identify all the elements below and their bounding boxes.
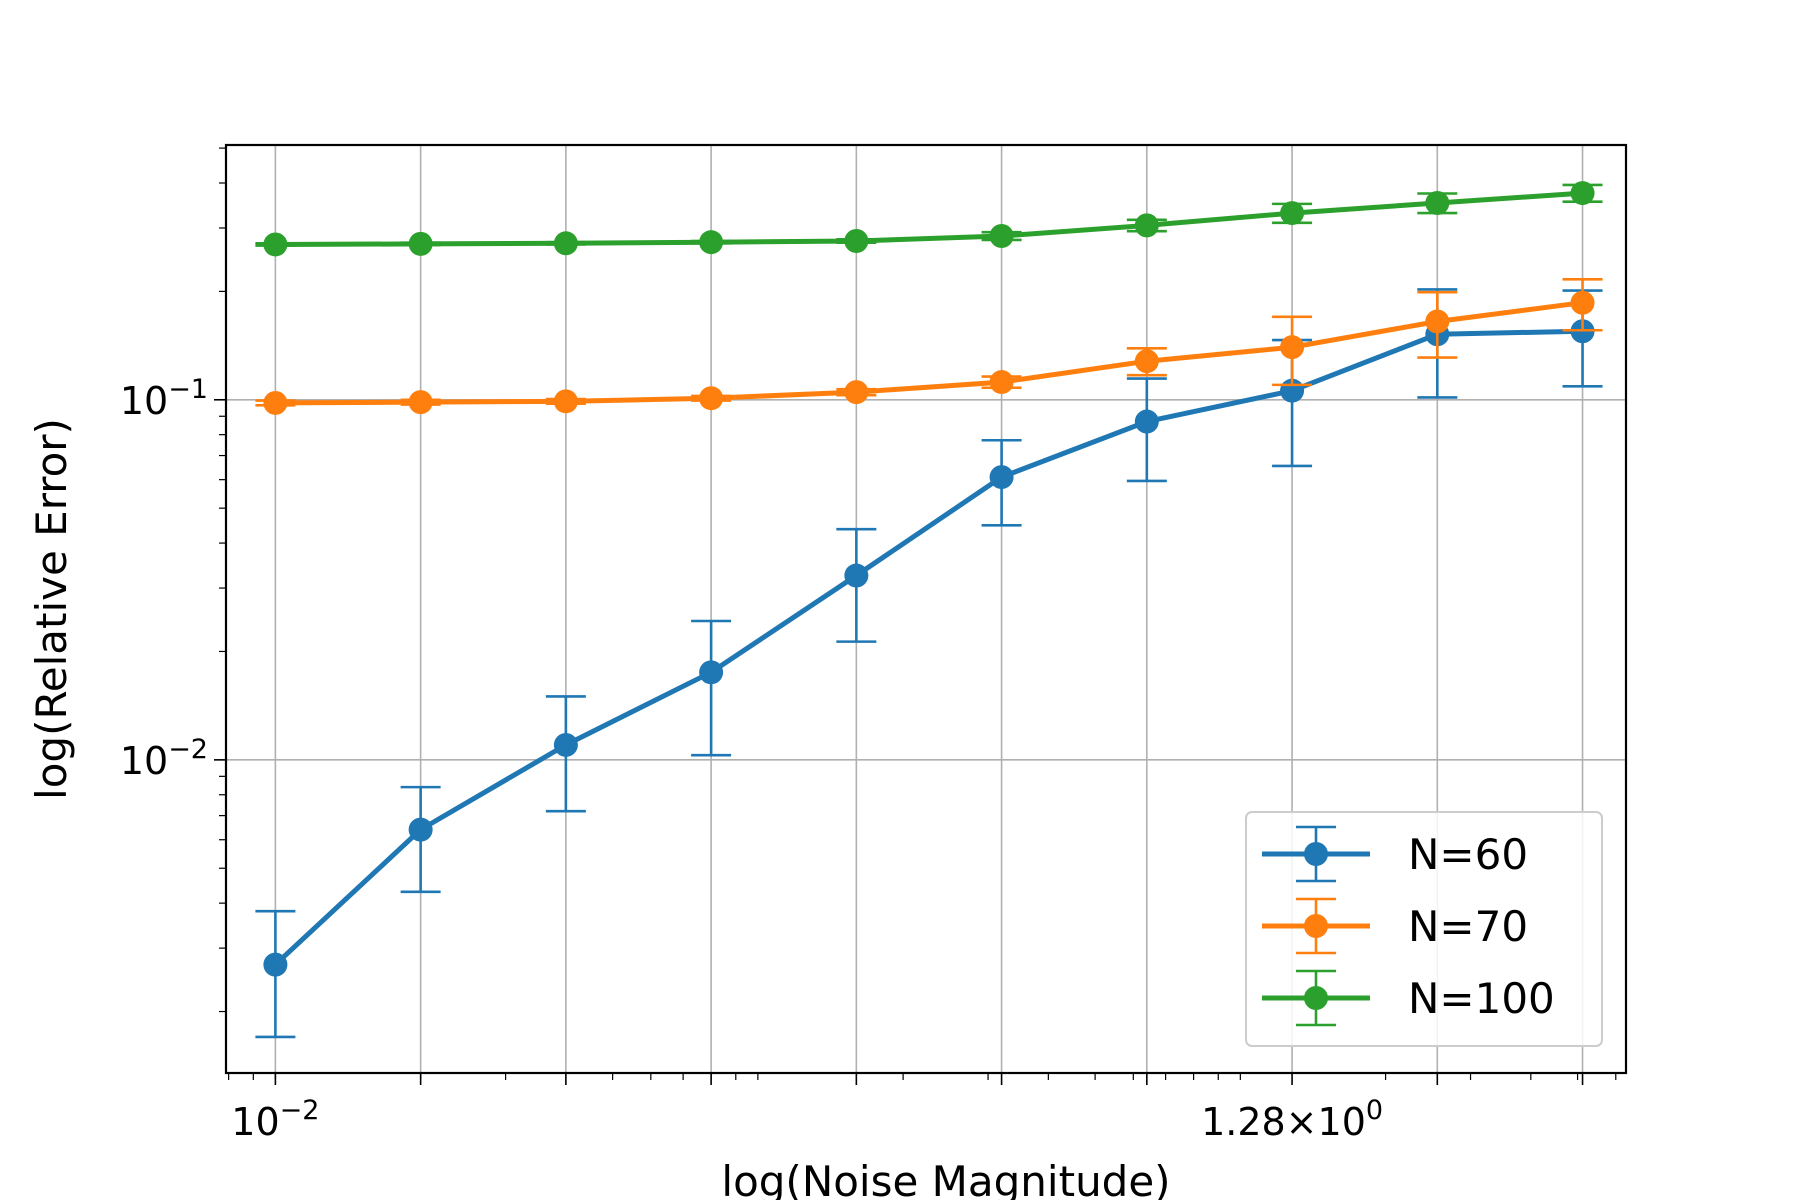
data-point xyxy=(699,230,724,255)
legend-label: N=60 xyxy=(1408,830,1528,879)
data-point xyxy=(408,231,433,256)
data-point xyxy=(263,390,288,415)
data-point xyxy=(408,817,433,842)
data-point xyxy=(699,386,724,411)
data-point xyxy=(989,224,1014,249)
data-point xyxy=(1134,349,1159,374)
legend-item: N=70 xyxy=(1262,897,1528,955)
series-n-70 xyxy=(255,278,1603,415)
legend-marker xyxy=(1304,986,1328,1010)
x-axis-label: log(Noise Magnitude) xyxy=(721,1157,1170,1200)
series-line xyxy=(275,190,1583,247)
data-point xyxy=(1280,201,1305,226)
data-point xyxy=(553,231,578,256)
legend-box xyxy=(1245,811,1603,1047)
x-tick-label: 1.28×100 xyxy=(1201,1095,1383,1144)
y-tick-label: 10−1 xyxy=(120,374,208,423)
legend-marker xyxy=(1304,914,1328,938)
data-point xyxy=(1570,290,1595,315)
legend-marker xyxy=(1304,842,1328,866)
legend-label: N=100 xyxy=(1408,974,1555,1023)
data-point xyxy=(989,370,1014,395)
data-point xyxy=(844,229,869,254)
plot-area: 10−2 10−1 10−2 1.28×100 log(Noise Magnitude)… xyxy=(27,143,1628,1200)
data-point xyxy=(263,232,288,257)
y-tick-label: 10−2 xyxy=(120,734,208,783)
data-point xyxy=(1425,309,1450,334)
legend-item: N=100 xyxy=(1262,969,1555,1027)
data-point xyxy=(844,563,869,588)
y-axis-label: log(Relative Error) xyxy=(27,418,76,800)
data-point xyxy=(1134,213,1159,238)
x-tick-label: 10−2 xyxy=(231,1095,319,1144)
data-point xyxy=(263,952,288,977)
data-point xyxy=(1570,181,1595,206)
data-point xyxy=(1134,409,1159,434)
legend-item: N=60 xyxy=(1262,825,1528,883)
axes-frame xyxy=(224,143,1628,1075)
data-point xyxy=(408,390,433,415)
data-point xyxy=(699,660,724,685)
data-point xyxy=(553,732,578,757)
data-point xyxy=(989,465,1014,490)
legend-label: N=70 xyxy=(1408,902,1528,951)
data-point xyxy=(553,389,578,414)
series-n-100 xyxy=(255,181,1603,257)
data-point xyxy=(844,380,869,405)
series-line xyxy=(273,328,1583,967)
data-point xyxy=(1425,190,1450,215)
data-point xyxy=(1280,335,1305,360)
series-line xyxy=(275,300,1583,406)
